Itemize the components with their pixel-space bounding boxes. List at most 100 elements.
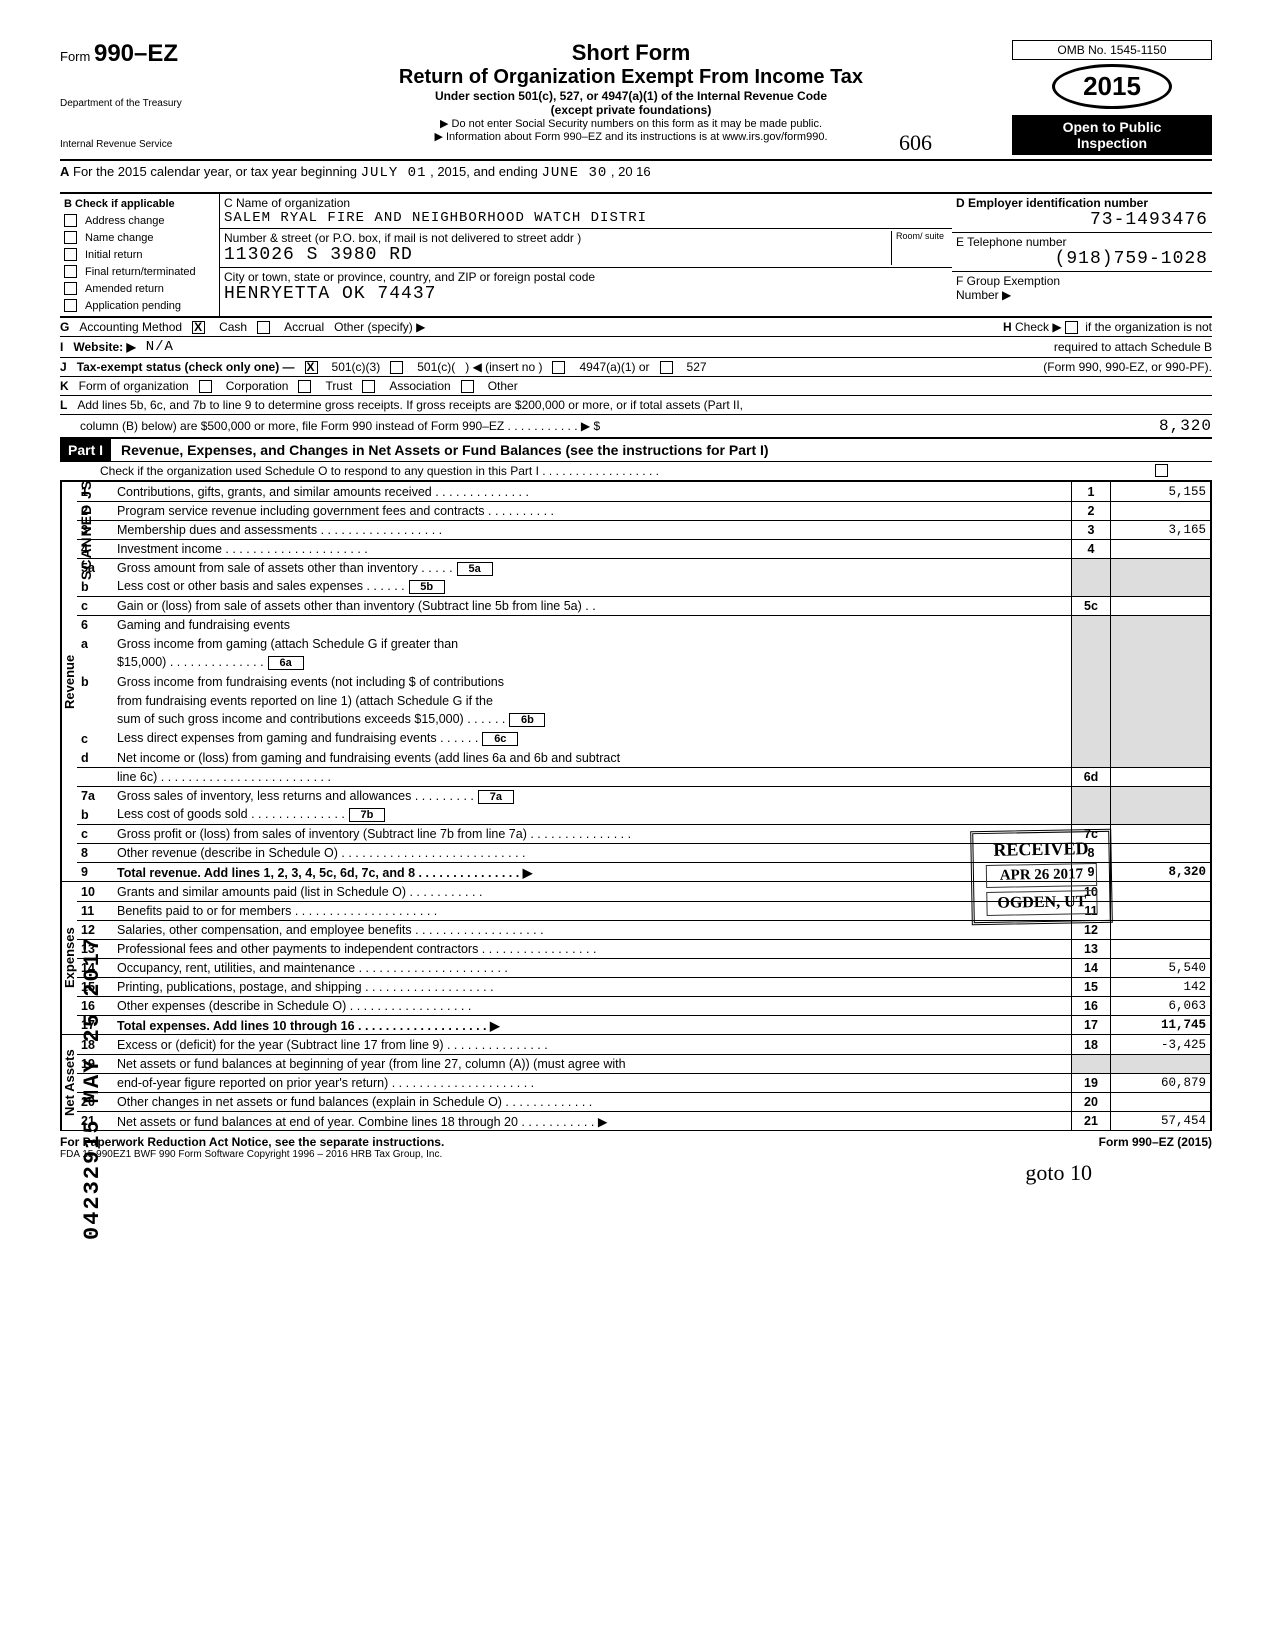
box-1: 1 [1071, 482, 1111, 501]
cb-other[interactable] [461, 380, 474, 393]
opt-name: Name change [85, 232, 154, 244]
box-6d: 6d [1071, 768, 1111, 786]
b-label: B Check if applicable [64, 198, 215, 210]
fda-line: FDA 15 990EZ1 BWF 990 Form Software Copy… [60, 1149, 1212, 1160]
cb-accrual[interactable] [257, 321, 270, 334]
k-o4: Other [488, 379, 518, 393]
j-o3: 4947(a)(1) or [579, 360, 649, 374]
no-7b: b [77, 808, 117, 822]
no-6a: a [77, 637, 117, 651]
desc-15: Printing, publications, postage, and shi… [117, 980, 1071, 994]
cb-assoc[interactable] [362, 380, 375, 393]
val-1: 5,155 [1111, 482, 1211, 501]
c-street-label: Number & street (or P.O. box, if mail is… [224, 231, 581, 245]
desc-18: Excess or (deficit) for the year (Subtra… [117, 1038, 1071, 1052]
j-label: Tax-exempt status (check only one) — [77, 360, 295, 374]
no-11: 11 [77, 904, 117, 918]
j-o1: 501(c)(3) [332, 360, 381, 374]
room-suite: Room/ suite [891, 231, 948, 265]
cb-cash[interactable] [192, 321, 205, 334]
desc-5c: Gain or (loss) from sale of assets other… [117, 599, 1071, 613]
cb-amended[interactable] [64, 282, 77, 295]
val-11 [1111, 902, 1211, 920]
box-15: 15 [1071, 978, 1111, 996]
subtitle: Under section 501(c), 527, or 4947(a)(1)… [250, 89, 1012, 103]
cb-501c3[interactable] [305, 361, 318, 374]
phone-value: (918)759-1028 [956, 249, 1208, 269]
box-6a-s [1071, 634, 1111, 653]
desc-6c: Less direct expenses from gaming and fun… [117, 731, 1071, 746]
no-8: 8 [77, 846, 117, 860]
side-netassets: Net Assets [61, 1035, 77, 1130]
ein-value: 73-1493476 [956, 210, 1208, 230]
cb-527[interactable] [660, 361, 673, 374]
cb-final[interactable] [64, 265, 77, 278]
box-21: 21 [1071, 1112, 1111, 1130]
val-5a [1111, 559, 1211, 577]
no-6c: c [77, 732, 117, 746]
hand-goto: goto 10 [60, 1160, 1092, 1186]
desc-5a: Gross amount from sale of assets other t… [117, 561, 1071, 576]
cb-corp[interactable] [199, 380, 212, 393]
cb-name-change[interactable] [64, 231, 77, 244]
cb-address-change[interactable] [64, 214, 77, 227]
val-9: 8,320 [1111, 863, 1211, 881]
desc-16: Other expenses (describe in Schedule O) … [117, 999, 1071, 1013]
box-12: 12 [1071, 921, 1111, 939]
stamp-date: APR 26 2017 [986, 863, 1097, 888]
no-6: 6 [77, 618, 117, 632]
cb-schedule-o[interactable] [1155, 464, 1168, 477]
cb-trust[interactable] [298, 380, 311, 393]
k-label: Form of organization [79, 379, 189, 393]
part1-bar: Part I [60, 439, 111, 461]
website-value: N/A [146, 339, 174, 355]
g-other: Other (specify) ▶ [334, 320, 425, 334]
val-6d [1111, 768, 1211, 786]
cb-h[interactable] [1065, 321, 1078, 334]
box-17: 17 [1071, 1016, 1111, 1034]
subtitle2: (except private foundations) [250, 103, 1012, 117]
side-revenue: Revenue [61, 482, 77, 881]
desc-17: Total expenses. Add lines 10 through 16 … [117, 1018, 1071, 1033]
box-3: 3 [1071, 521, 1111, 539]
line-a-yr: , 20 16 [611, 164, 651, 179]
cb-4947[interactable] [552, 361, 565, 374]
desc-6b3: sum of such gross income and contributio… [117, 712, 1071, 727]
part1-title: Revenue, Expenses, and Changes in Net As… [121, 442, 769, 458]
l-label2: column (B) below) are $500,000 or more, … [80, 419, 600, 433]
cb-501c[interactable] [390, 361, 403, 374]
desc-6d: Net income or (loss) from gaming and fun… [117, 751, 1071, 765]
box-19: 19 [1071, 1074, 1111, 1092]
val-10 [1111, 882, 1211, 901]
box-6c-s [1071, 729, 1111, 748]
desc-10: Grants and similar amounts paid (list in… [117, 885, 1071, 899]
val-12 [1111, 921, 1211, 939]
val-6b3 [1111, 710, 1211, 729]
cb-initial[interactable] [64, 248, 77, 261]
short-form-title: Short Form [250, 40, 1012, 66]
tax-year-begin: JULY 01 [361, 165, 427, 181]
val-6d-s [1111, 748, 1211, 767]
letter-a: A [60, 164, 69, 179]
val-16: 6,063 [1111, 997, 1211, 1015]
val-3: 3,165 [1111, 521, 1211, 539]
val-5c [1111, 597, 1211, 615]
desc-8: Other revenue (describe in Schedule O) .… [117, 846, 1071, 860]
h-text2: required to attach Schedule B [1054, 340, 1212, 354]
box-6b3 [1071, 710, 1111, 729]
year-oval: 2015 [1052, 64, 1172, 109]
val-15: 142 [1111, 978, 1211, 996]
box-2: 2 [1071, 502, 1111, 520]
no-5b: b [77, 580, 117, 594]
opt-initial: Initial return [85, 249, 142, 261]
note-info: ▶ Information about Form 990–EZ and its … [250, 130, 1012, 143]
opt-app: Application pending [85, 300, 181, 312]
box-14: 14 [1071, 959, 1111, 977]
c-name-label: C Name of organization [224, 196, 350, 210]
desc-13: Professional fees and other payments to … [117, 942, 1071, 956]
cb-app-pending[interactable] [64, 299, 77, 312]
desc-12: Salaries, other compensation, and employ… [117, 923, 1071, 937]
box-6 [1071, 616, 1111, 634]
side-dln: 04232915 MAY 25 2017 [80, 936, 105, 1240]
val-8 [1111, 844, 1211, 862]
